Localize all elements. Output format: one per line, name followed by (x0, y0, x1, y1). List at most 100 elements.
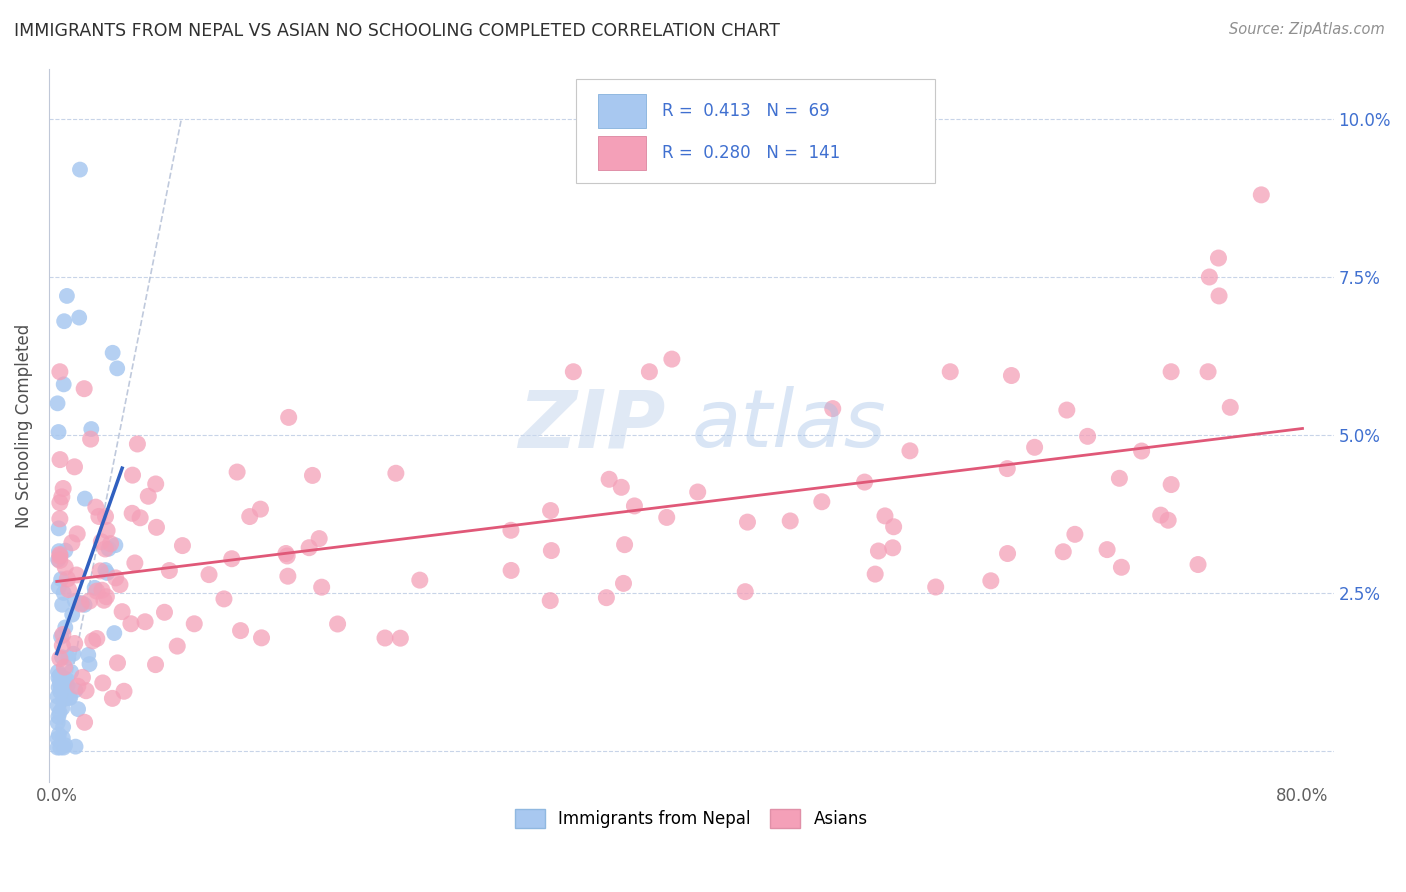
Point (939, 365, 962, 379)
Point (79, 657, 101, 671)
Point (49, 677, 72, 691)
Point (853, 475, 876, 489)
Point (100, 536, 122, 550)
Point (779, 514, 801, 528)
Point (734, 584, 756, 599)
Point (56, 673, 79, 687)
Point (501, 564, 523, 578)
Point (52, 740, 75, 755)
Point (91, 583, 114, 598)
Bar (598, 136, 647, 169)
Y-axis label: No Schooling Completed: No Schooling Completed (15, 323, 32, 527)
Point (58, 582, 80, 597)
Point (108, 577, 131, 591)
Point (226, 465, 249, 479)
FancyBboxPatch shape (575, 79, 935, 183)
Point (58, 650, 80, 665)
Point (374, 631, 396, 645)
Point (51, 490, 73, 504)
Point (51, 701, 73, 715)
Point (90, 534, 112, 549)
Point (73, 382, 96, 396)
Point (69, 162, 91, 177)
Point (93, 593, 115, 607)
Point (103, 626, 125, 640)
Point (53, 543, 76, 558)
Point (883, 520, 905, 534)
Point (58, 691, 80, 706)
Point (1024, 440, 1046, 454)
Point (127, 437, 149, 451)
Point (562, 365, 585, 379)
Point (595, 591, 617, 605)
Point (737, 515, 759, 529)
Text: ZIP: ZIP (519, 386, 665, 465)
Point (59, 690, 82, 705)
Point (55, 672, 77, 686)
Point (56, 289, 79, 303)
Point (183, 616, 205, 631)
Point (49, 512, 72, 526)
Point (1052, 545, 1074, 559)
Point (49, 740, 72, 755)
Point (1250, 187, 1272, 202)
Point (72, 670, 94, 684)
Point (1095, 542, 1118, 557)
Point (55, 691, 77, 706)
Point (153, 605, 176, 619)
Point (65, 683, 87, 698)
Point (53, 738, 76, 752)
Point (134, 615, 156, 629)
Legend: Immigrants from Nepal, Asians: Immigrants from Nepal, Asians (508, 803, 875, 835)
Point (49, 651, 72, 665)
Point (67, 702, 90, 716)
Point (1064, 527, 1087, 541)
Point (52, 586, 75, 600)
Point (107, 656, 129, 670)
Point (239, 509, 262, 524)
Point (94, 509, 117, 524)
Point (70, 597, 93, 611)
Point (120, 616, 142, 631)
Point (145, 520, 167, 534)
Point (1160, 477, 1182, 491)
Point (49, 684, 72, 698)
Point (52, 731, 75, 745)
Point (46, 690, 69, 704)
Point (873, 508, 896, 523)
Text: atlas: atlas (692, 386, 886, 465)
Point (821, 401, 844, 416)
Point (229, 624, 252, 638)
Point (49, 668, 72, 682)
Point (70, 596, 93, 610)
Point (1197, 365, 1219, 379)
Point (221, 551, 243, 566)
Point (60, 607, 83, 622)
Point (73, 715, 96, 730)
Point (51, 598, 73, 612)
Point (49, 680, 72, 694)
Point (56, 678, 79, 692)
Point (101, 691, 124, 706)
Point (1208, 251, 1230, 265)
Point (52, 377, 75, 392)
Point (73, 491, 96, 506)
Point (301, 468, 323, 483)
Point (499, 524, 522, 538)
Point (65, 739, 87, 754)
Point (67, 310, 90, 325)
Point (51, 650, 73, 665)
Point (1198, 270, 1220, 285)
Point (63, 594, 86, 608)
Point (63, 459, 86, 474)
Point (83, 581, 105, 595)
Point (868, 544, 890, 558)
Point (53, 620, 76, 634)
Text: R =  0.280   N =  141: R = 0.280 N = 141 (662, 144, 839, 161)
Point (60, 665, 83, 679)
Point (48, 681, 70, 695)
Bar (598, 94, 647, 128)
Point (84, 500, 107, 515)
Point (46, 698, 69, 713)
Text: Source: ZipAtlas.com: Source: ZipAtlas.com (1229, 22, 1385, 37)
